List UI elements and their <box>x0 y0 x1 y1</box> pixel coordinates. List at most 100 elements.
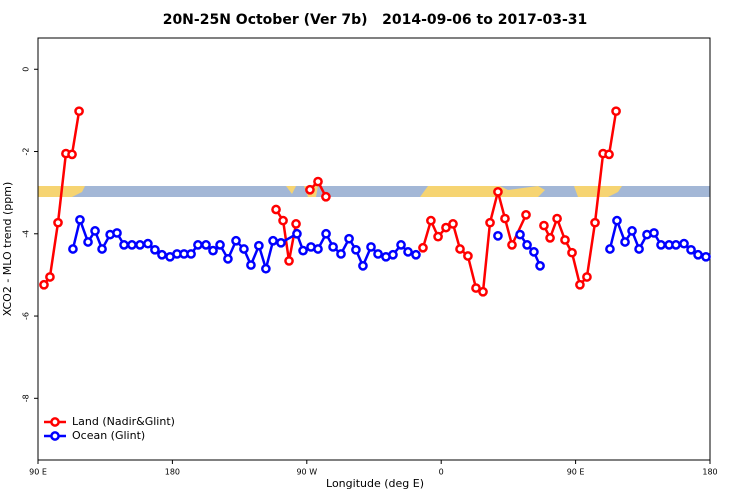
point <box>291 219 301 229</box>
point <box>656 240 666 250</box>
point <box>186 249 196 259</box>
y-tick-label: -2 <box>22 148 31 156</box>
point <box>321 191 331 202</box>
series-line <box>43 110 618 294</box>
point <box>261 263 271 274</box>
point <box>143 238 153 249</box>
point <box>135 240 145 250</box>
point <box>693 249 703 260</box>
point <box>268 235 278 246</box>
point <box>193 240 203 250</box>
y-tick-label: 0 <box>22 67 31 72</box>
point <box>485 217 495 228</box>
point <box>53 217 63 228</box>
point <box>239 244 249 254</box>
point <box>582 272 592 282</box>
point <box>686 244 696 255</box>
point <box>328 242 338 252</box>
legend-label: Ocean (Glint) <box>72 429 145 442</box>
point <box>567 247 577 258</box>
point <box>271 204 281 215</box>
point <box>493 186 503 197</box>
point <box>305 184 315 195</box>
plot-frame <box>37 37 711 461</box>
point <box>127 240 137 250</box>
point <box>313 176 323 187</box>
point <box>612 215 622 226</box>
point <box>119 240 129 250</box>
point <box>313 244 323 254</box>
point <box>471 283 481 293</box>
point <box>515 229 525 240</box>
point <box>575 279 585 290</box>
point <box>74 106 84 117</box>
point <box>552 213 562 224</box>
y-axis-label: XCO2 - MLO trend (ppm) <box>1 182 14 317</box>
point <box>68 244 78 254</box>
point <box>112 228 122 238</box>
x-axis-label: Longitude (deg E) <box>326 477 424 490</box>
point <box>358 261 368 271</box>
y-tick-label: -6 <box>22 312 31 320</box>
point <box>455 244 465 254</box>
point <box>396 240 406 250</box>
point <box>529 247 539 257</box>
point <box>278 215 288 226</box>
x-tick-label: 90 E <box>567 468 585 477</box>
point <box>545 233 555 243</box>
point <box>292 228 302 239</box>
point <box>223 254 233 264</box>
point <box>605 244 615 254</box>
point <box>478 286 488 297</box>
point <box>522 240 532 250</box>
ocean-strip <box>38 186 710 197</box>
point <box>83 237 93 247</box>
point <box>67 149 77 160</box>
point <box>231 235 241 246</box>
point <box>620 237 630 247</box>
point <box>535 261 545 271</box>
land-strip <box>420 186 545 197</box>
series-line <box>71 215 707 274</box>
point <box>441 222 451 233</box>
x-tick-label: 90 E <box>29 468 47 477</box>
point <box>97 244 107 254</box>
point <box>560 235 570 245</box>
plot-layer: 90 E 180 90 W 0 90 E 180 0 -2 -4 -6 -8 Land (Nadir&… <box>22 67 718 477</box>
point <box>254 240 264 251</box>
point <box>276 237 286 248</box>
point <box>611 106 621 117</box>
point <box>75 214 85 225</box>
point <box>403 247 413 257</box>
point <box>426 215 436 226</box>
point <box>366 242 376 252</box>
point <box>150 244 160 255</box>
x-tick-label: 0 <box>439 468 444 477</box>
point <box>215 240 225 250</box>
point <box>90 226 100 236</box>
point <box>463 251 473 261</box>
point <box>627 226 637 236</box>
point <box>433 231 443 242</box>
land-ocean-strip <box>38 186 710 197</box>
x-tick-label: 180 <box>702 468 717 477</box>
point <box>411 249 421 260</box>
point <box>321 228 331 239</box>
point <box>45 272 55 282</box>
point <box>39 279 49 290</box>
point <box>157 249 167 260</box>
point <box>493 230 503 241</box>
y-tick-label: -4 <box>22 230 31 238</box>
point <box>208 245 218 256</box>
y-tick-label: -8 <box>22 394 31 402</box>
x-tick-label: 90 W <box>296 468 317 477</box>
x-tick-label: 180 <box>165 468 180 477</box>
point <box>539 220 549 231</box>
point <box>336 249 346 259</box>
chart-title: 20N-25N October (Ver 7b) 2014-09-06 to 2… <box>163 12 588 28</box>
point <box>649 228 659 238</box>
point <box>298 245 308 256</box>
point <box>344 233 354 244</box>
